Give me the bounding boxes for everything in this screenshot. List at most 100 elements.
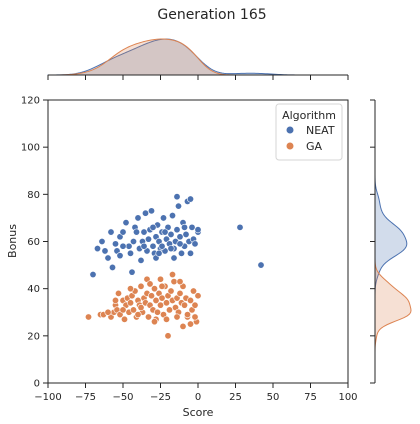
point-neat (133, 228, 141, 236)
right-marginal (370, 99, 412, 384)
legend-marker-ga (285, 141, 295, 151)
point-ga (146, 280, 154, 288)
point-ga (121, 315, 129, 323)
point-ga (194, 292, 202, 300)
point-ga (157, 301, 165, 309)
x-tick-label: −50 (112, 392, 133, 403)
point-neat (187, 195, 195, 203)
right-marginal-ticks (370, 99, 375, 384)
point-neat (188, 223, 196, 231)
point-neat (160, 214, 168, 222)
point-neat (89, 271, 97, 279)
point-ga (151, 285, 159, 293)
point-neat (116, 252, 124, 260)
point-ga (151, 318, 159, 326)
point-neat (194, 226, 202, 234)
point-neat (107, 228, 115, 236)
point-ga (176, 289, 184, 297)
point-ga (163, 299, 171, 307)
point-ga (187, 320, 195, 328)
point-neat (140, 242, 148, 250)
point-ga (137, 282, 145, 290)
scatter-points (85, 193, 265, 340)
point-ga (145, 313, 153, 321)
legend: Algorithm NEAT GA (275, 103, 343, 161)
point-neat (112, 240, 120, 248)
y-tick-label: 0 (34, 379, 40, 390)
y-axis-ticks: 0 20 40 60 80 100 120 (21, 96, 48, 390)
point-ga (167, 287, 175, 295)
point-ga (191, 313, 199, 321)
point-neat (161, 228, 169, 236)
point-ga (85, 313, 93, 321)
point-neat (101, 247, 109, 255)
point-neat (142, 209, 150, 217)
point-ga (158, 282, 166, 290)
x-tick-label: −100 (34, 392, 61, 403)
top-kde-ga (47, 38, 348, 76)
point-neat (109, 263, 117, 271)
y-tick-label: 20 (27, 331, 40, 342)
point-neat (187, 249, 195, 257)
point-neat (149, 242, 157, 250)
point-neat (173, 226, 181, 234)
point-neat (134, 214, 142, 222)
y-tick-label: 60 (27, 237, 40, 248)
x-tick-label: 100 (338, 392, 357, 403)
top-marginal (47, 38, 349, 80)
point-neat (140, 228, 148, 236)
point-neat (148, 207, 156, 215)
point-ga (176, 278, 184, 286)
point-neat (169, 212, 177, 220)
point-neat (94, 245, 102, 253)
y-tick-label: 100 (21, 143, 40, 154)
point-neat (128, 268, 136, 276)
x-tick-label: −25 (150, 392, 171, 403)
point-neat (122, 219, 130, 227)
point-ga (173, 313, 181, 321)
point-ga (119, 306, 127, 314)
point-ga (184, 311, 192, 319)
point-ga (170, 278, 178, 286)
point-ga (137, 304, 145, 312)
y-tick-label: 80 (27, 190, 40, 201)
point-ga (130, 306, 138, 314)
point-neat (176, 240, 184, 248)
point-ga (148, 292, 156, 300)
x-axis-label: Score (183, 406, 214, 419)
legend-marker-neat (285, 125, 295, 135)
x-tick-label: 25 (229, 392, 242, 403)
point-ga (179, 322, 187, 330)
point-neat (119, 228, 127, 236)
point-neat (130, 238, 138, 246)
point-neat (98, 238, 106, 246)
point-neat (257, 261, 265, 269)
x-tick-label: 75 (304, 392, 317, 403)
point-neat (191, 240, 199, 248)
point-ga (127, 285, 135, 293)
point-neat (181, 223, 189, 231)
point-neat (176, 233, 184, 241)
y-tick-label: 40 (27, 284, 40, 295)
top-marginal-kde (47, 38, 348, 76)
point-ga (115, 289, 123, 297)
right-marginal-kde (374, 100, 412, 383)
point-neat (149, 223, 157, 231)
point-neat (119, 242, 127, 250)
top-marginal-ticks (47, 75, 349, 80)
point-neat (155, 249, 163, 257)
point-neat (158, 242, 166, 250)
point-ga (163, 315, 171, 323)
x-axis-ticks: −100 −75 −50 −25 0 25 50 75 100 (34, 383, 358, 403)
point-neat (178, 249, 186, 257)
point-neat (173, 193, 181, 201)
chart-title: Generation 165 (157, 7, 266, 23)
legend-label-neat: NEAT (306, 124, 335, 137)
point-ga (166, 306, 174, 314)
point-ga (181, 301, 189, 309)
point-ga (158, 294, 166, 302)
point-ga (104, 308, 112, 316)
x-tick-label: 50 (267, 392, 280, 403)
point-ga (157, 275, 165, 283)
